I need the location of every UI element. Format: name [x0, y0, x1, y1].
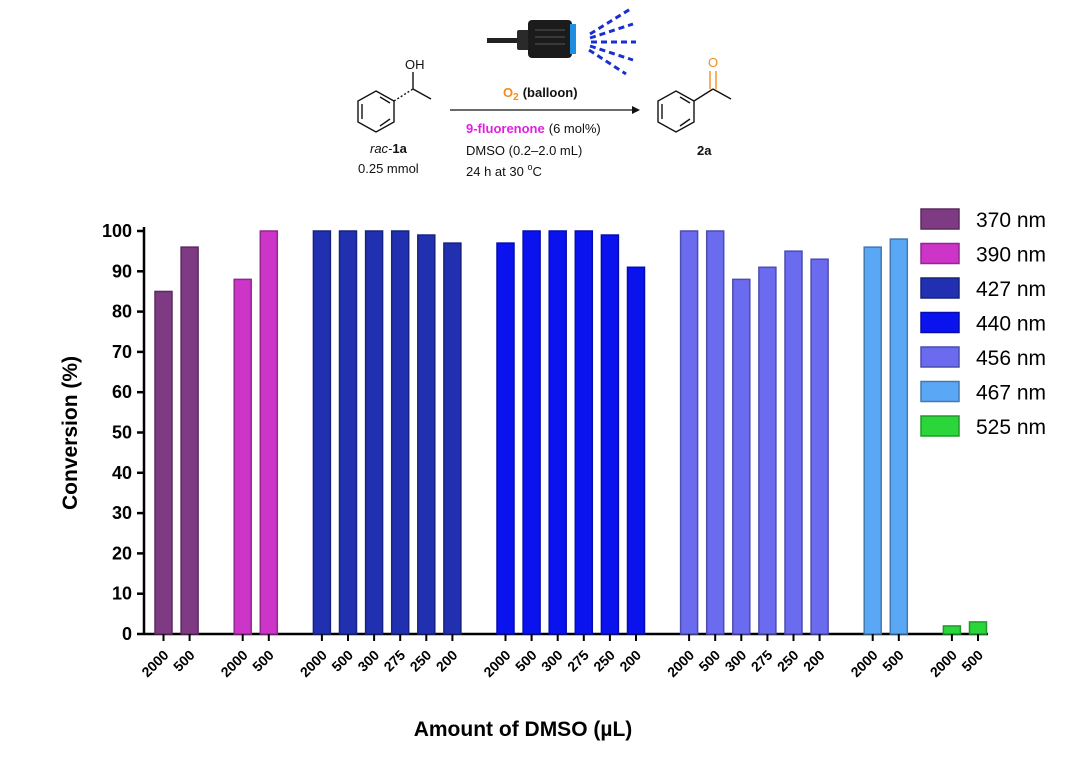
y-tick-label: 20 [112, 543, 132, 563]
legend-label: 440 nm [976, 313, 1046, 336]
solvent-label: DMSO (0.2–2.0 mL) [466, 143, 582, 158]
bar [758, 266, 777, 635]
legend-swatch [920, 242, 960, 265]
bar [732, 278, 751, 635]
bar [338, 230, 358, 635]
bar [705, 230, 725, 635]
x-tick-label: 500 [879, 647, 907, 675]
reactant-oh-label: OH [405, 57, 425, 72]
bar [180, 246, 199, 635]
product-structure [657, 71, 732, 133]
x-tick-label: 2000 [664, 647, 697, 680]
legend: 370 nm 390 nm 427 nm 440 nm 456 nm 467 nm 525 … [920, 208, 1046, 439]
x-tick-label: 500 [695, 647, 723, 675]
bar [810, 258, 829, 635]
x-tick-label: 300 [538, 647, 566, 675]
legend-label: 390 nm [976, 244, 1046, 267]
x-tick-label: 2000 [297, 647, 330, 680]
reactant-amount: 0.25 mmol [358, 161, 419, 176]
reaction-arrow [450, 106, 640, 114]
legend-swatch [920, 208, 960, 230]
x-tick-label: 2000 [927, 647, 960, 680]
y-tick-label: 10 [112, 584, 132, 604]
x-tick-label: 275 [380, 647, 408, 675]
time-temp-label: 24 h at 30 oC [466, 162, 542, 179]
led-lamp-icon [487, 20, 576, 58]
bar [574, 230, 594, 635]
bar [443, 242, 462, 635]
y-tick-label: 40 [112, 463, 132, 483]
legend-label: 467 nm [976, 382, 1046, 405]
bar [600, 234, 620, 635]
bar [496, 242, 515, 635]
bar [417, 234, 436, 635]
bar [968, 621, 988, 635]
bar [312, 230, 332, 635]
bar [364, 230, 384, 635]
y-tick-label: 70 [112, 342, 132, 362]
catalyst-label: 9-fluorenone (6 mol%) [466, 121, 601, 136]
bar [863, 246, 882, 635]
legend-swatch [920, 380, 960, 403]
y-axis: 0 10 20 30 40 50 60 70 80 90 100 [102, 221, 988, 644]
bar [942, 625, 962, 635]
x-tick-label: 250 [407, 647, 435, 675]
x-tick-label: 500 [170, 647, 198, 675]
legend-swatch [920, 277, 960, 299]
x-tick-label: 200 [433, 647, 461, 675]
reaction-scheme: OH rac-1a 0.25 mmol O2 (balloon) 9-fluore… [357, 6, 732, 179]
x-tick-label: 275 [748, 647, 776, 675]
reactant-label: rac-1a [370, 141, 408, 156]
x-tick-label: 2000 [138, 647, 171, 680]
y-tick-label: 50 [112, 423, 132, 443]
x-axis-title: Amount of DMSO (µL) [414, 718, 633, 741]
legend-label: 370 nm [976, 209, 1046, 232]
reactant-structure [357, 72, 432, 133]
y-tick-label: 90 [112, 261, 132, 281]
bar [784, 250, 803, 635]
y-tick-label: 30 [112, 503, 132, 523]
legend-label: 456 nm [976, 347, 1046, 370]
x-tick-label: 500 [512, 647, 540, 675]
bars [154, 230, 988, 635]
legend-label: 427 nm [976, 278, 1046, 301]
y-tick-label: 100 [102, 221, 132, 241]
x-tick-label: 275 [564, 647, 592, 675]
bar [390, 230, 410, 635]
x-tick-label: 250 [590, 647, 618, 675]
x-tick-label: 2000 [217, 647, 250, 680]
x-tick-label: 200 [616, 647, 644, 675]
x-tick-label: 500 [249, 647, 277, 675]
legend-swatch [920, 346, 960, 368]
bar [626, 266, 646, 635]
x-tick-label: 300 [722, 647, 750, 675]
y-tick-label: 0 [122, 624, 132, 644]
bar [522, 230, 541, 635]
oxidant-label: O2 (balloon) [503, 85, 578, 103]
x-tick-label: 300 [354, 647, 382, 675]
x-tick-label: 200 [800, 647, 828, 675]
bar [548, 230, 567, 635]
x-tick-label: 250 [774, 647, 802, 675]
legend-swatch [920, 311, 960, 334]
bar [259, 230, 279, 635]
bar [889, 238, 909, 635]
bar [233, 278, 252, 635]
x-tick-label: 2000 [847, 647, 880, 680]
x-tick-label: 500 [328, 647, 356, 675]
legend-label: 525 nm [976, 416, 1046, 439]
product-label: 2a [697, 143, 712, 158]
legend-swatch [920, 415, 960, 437]
x-tick-label: 500 [958, 647, 986, 675]
y-tick-label: 80 [112, 302, 132, 322]
bar [679, 230, 699, 635]
y-tick-label: 60 [112, 382, 132, 402]
bar [154, 290, 173, 635]
x-tick-label: 2000 [480, 647, 513, 680]
y-axis-title: Conversion (%) [59, 356, 82, 510]
light-rays-icon [588, 6, 636, 76]
product-o-label: O [708, 55, 718, 70]
